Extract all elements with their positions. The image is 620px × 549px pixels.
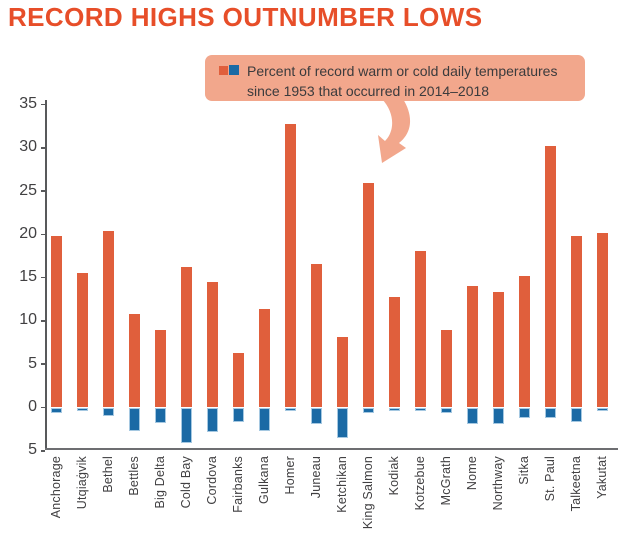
bar-cold-sitka (518, 408, 530, 418)
x-label-kodiak: Kodiak (387, 456, 401, 496)
legend-text: Percent of record warm or cold daily tem… (247, 63, 558, 99)
bar-cold-yakutat (596, 408, 608, 412)
x-label-king-salmon: King Salmon (361, 456, 375, 530)
callout-arrow-icon (378, 99, 411, 163)
bar-warm-kodiak (388, 296, 400, 408)
x-label-yakutat: Yakutat (595, 456, 609, 499)
bar-warm-king-salmon (362, 183, 374, 408)
bar-warm-nome (466, 286, 478, 408)
y-tick-label-5: 5 (28, 441, 37, 459)
bar-cold-nome (466, 408, 478, 425)
x-label-nome: Nome (465, 456, 479, 491)
y-tick-label-30: 30 (19, 138, 37, 156)
y-tick-mark-10 (41, 320, 45, 322)
bar-cold-kodiak (388, 408, 400, 412)
y-tick-label-25: 25 (19, 181, 37, 199)
bar-warm-northway (492, 292, 504, 408)
bar-cold-homer (284, 408, 296, 411)
y-tick-label-15: 15 (19, 268, 37, 286)
x-axis-baseline (45, 448, 618, 450)
y-tick-label-20: 20 (19, 224, 37, 242)
y-tick-mark-20 (41, 233, 45, 236)
bar-cold-cordova (206, 408, 218, 433)
bar-cold-bethel (102, 408, 114, 416)
x-label-sitka: Sitka (517, 456, 531, 485)
x-label-bethel: Bethel (101, 456, 115, 493)
x-label-gulkana: Gulkana (257, 456, 271, 504)
y-axis-line (45, 100, 47, 449)
bar-warm-cold-bay (180, 267, 192, 408)
bar-cold-mcgrath (440, 408, 452, 414)
x-label-juneau: Juneau (309, 456, 323, 499)
y-tick-mark-30 (41, 147, 45, 149)
x-label-big-delta: Big Delta (153, 456, 167, 509)
bar-warm-cordova (206, 282, 218, 408)
x-label-mcgrath: McGrath (439, 456, 453, 506)
bar-cold-ketchikan (336, 408, 348, 439)
bar-warm-ketchikan (336, 336, 348, 408)
bar-warm-bettles (128, 314, 140, 408)
bar-warm-anchorage (50, 236, 62, 408)
bar-cold-st-paul (544, 408, 556, 419)
chart-title: RECORD HIGHS OUTNUMBER LOWS (8, 2, 483, 32)
x-label-st-paul: St. Paul (543, 456, 557, 502)
bar-cold-gulkana (258, 408, 270, 431)
cold-bar-swatch-icon (229, 65, 239, 75)
bar-cold-northway (492, 408, 504, 424)
bar-cold-big-delta (154, 408, 166, 423)
x-label-fairbanks: Fairbanks (231, 456, 245, 513)
y-tick-mark-0 (41, 406, 45, 409)
x-label-utqia-vik: Utqiaġvik (75, 456, 89, 510)
x-label-bettles: Bettles (127, 456, 141, 496)
y-tick-mark-15 (41, 276, 45, 279)
bar-cold-juneau (310, 408, 322, 424)
bar-warm-gulkana (258, 308, 270, 408)
legend-swatches (219, 65, 239, 75)
bar-cold-cold-bay (180, 408, 192, 444)
y-tick-label-35: 35 (19, 95, 37, 113)
bar-cold-utqia-vik (76, 408, 88, 411)
bar-cold-bettles (128, 408, 140, 431)
bar-cold-kotzebue (414, 408, 426, 411)
x-label-cordova: Cordova (205, 456, 219, 505)
bar-warm-big-delta (154, 329, 166, 408)
bar-cold-king-salmon (362, 408, 374, 414)
bar-cold-talkeetna (570, 408, 582, 422)
x-label-talkeetna: Talkeetna (569, 456, 583, 512)
x-label-northway: Northway (491, 456, 505, 511)
x-label-cold-bay: Cold Bay (179, 456, 193, 509)
x-label-ketchikan: Ketchikan (335, 456, 349, 513)
bar-warm-mcgrath (440, 329, 452, 408)
y-tick-mark-35 (41, 103, 45, 106)
bar-warm-bethel (102, 230, 114, 408)
y-tick-label-0: 0 (28, 398, 37, 415)
y-tick-mark-5 (41, 363, 45, 365)
bar-cold-fairbanks (232, 408, 244, 422)
x-label-homer: Homer (283, 456, 297, 495)
x-label-anchorage: Anchorage (49, 456, 63, 519)
bar-warm-utqia-vik (76, 273, 88, 408)
bar-warm-yakutat (596, 232, 608, 408)
bar-cold-anchorage (50, 408, 62, 414)
y-tick-label-5: 5 (28, 354, 37, 372)
bar-warm-st-paul (544, 146, 556, 408)
warm-bar-swatch-icon (219, 66, 228, 75)
bar-warm-talkeetna (570, 236, 582, 408)
bar-warm-homer (284, 123, 296, 408)
bar-warm-sitka (518, 275, 530, 408)
y-tick-label-10: 10 (19, 311, 37, 329)
y-tick-mark-5 (41, 450, 45, 452)
y-tick-mark-25 (41, 190, 45, 192)
x-label-kotzebue: Kotzebue (413, 456, 427, 511)
bar-warm-juneau (310, 263, 322, 408)
bar-warm-fairbanks (232, 352, 244, 408)
legend-callout-box: Percent of record warm or cold daily tem… (205, 55, 585, 101)
bar-warm-kotzebue (414, 250, 426, 408)
